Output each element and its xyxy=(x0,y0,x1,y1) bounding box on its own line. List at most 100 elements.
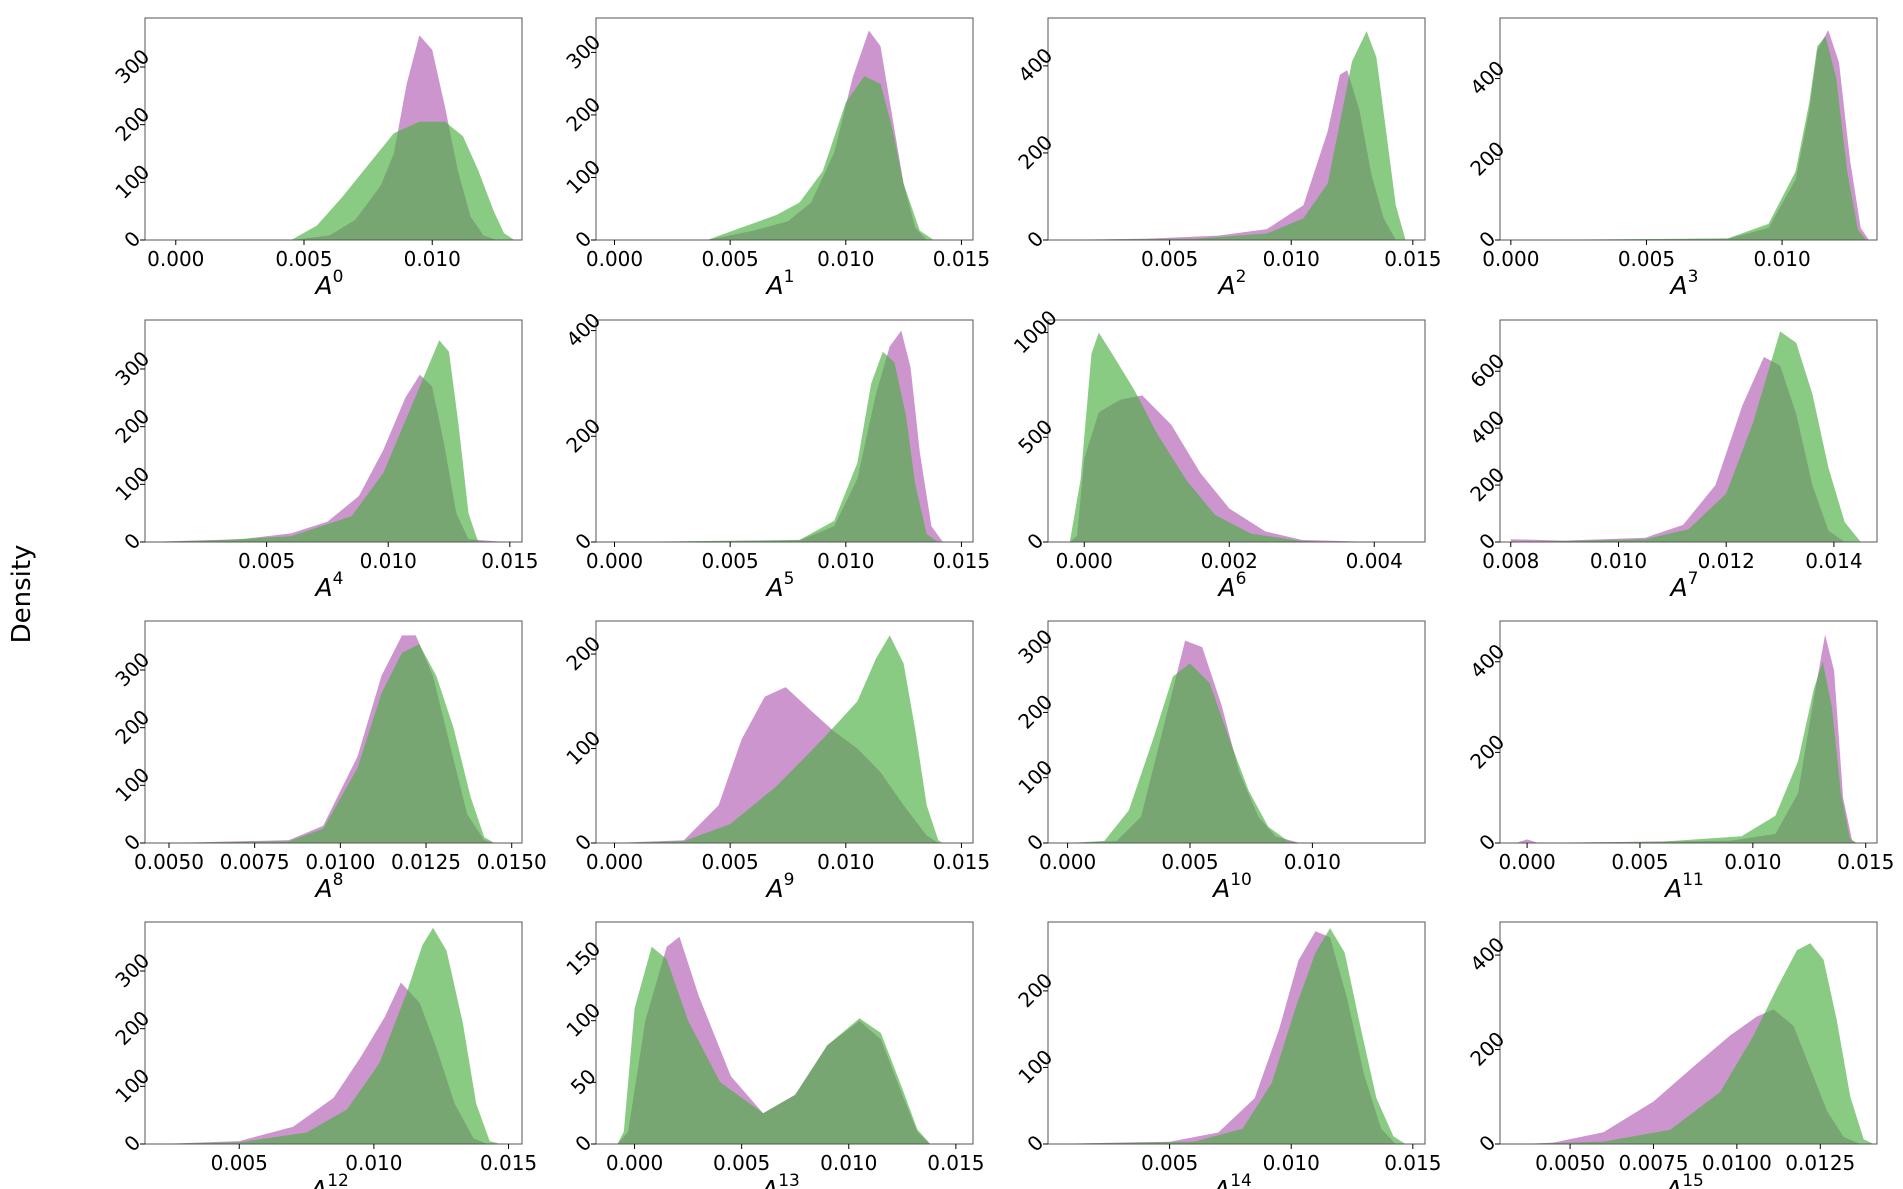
x-axis-label-base: A xyxy=(1663,1175,1682,1189)
plot-area-15 xyxy=(1520,943,1874,1144)
x-tick-label: 0.010 xyxy=(1590,549,1647,573)
y-tick-label: 400 xyxy=(1465,405,1509,449)
y-tick-label: 100 xyxy=(110,1064,154,1108)
x-axis-label-superscript: 4 xyxy=(333,569,344,589)
y-tick-label: 600 xyxy=(1465,349,1509,393)
plot-area-1 xyxy=(614,30,934,240)
x-tick-label: 0.010 xyxy=(817,549,874,573)
density-area-series-2 xyxy=(165,121,515,240)
y-tick-label: 400 xyxy=(561,308,605,352)
x-tick-label: 0.005 xyxy=(702,247,759,271)
x-tick-label: 0.0100 xyxy=(1702,1151,1772,1175)
subplot-14: 0.005 0.010 0.015 0 100 200 A14 xyxy=(1013,921,1441,1189)
x-axis-label-base: A xyxy=(765,271,784,300)
x-axis-label-superscript: 12 xyxy=(327,1171,349,1189)
x-axis-label-base: A xyxy=(1217,573,1236,602)
y-tick-label: 0 xyxy=(570,1130,596,1156)
y-tick-label: 200 xyxy=(1465,730,1509,774)
x-tick-label: 0.015 xyxy=(1384,1151,1441,1175)
density-area-series-2 xyxy=(1520,943,1874,1144)
subplot-15: 0.0050 0.0075 0.0100 0.0125 0 200 400 A15 xyxy=(1465,921,1878,1189)
x-tick-label: 0.010 xyxy=(1263,1151,1320,1175)
plot-area-11 xyxy=(1515,634,1857,843)
y-tick-label: 200 xyxy=(1013,968,1057,1012)
y-tick-label: 100 xyxy=(110,763,154,807)
x-tick-label: 0.005 xyxy=(702,549,759,573)
y-tick-label: 100 xyxy=(561,726,605,770)
x-axis-label-superscript: 3 xyxy=(1688,267,1699,287)
x-axis-label: A13 xyxy=(759,1171,800,1189)
axes-frame xyxy=(595,620,974,844)
x-tick-label: 0.015 xyxy=(1384,247,1441,271)
axes-frame xyxy=(144,921,523,1145)
density-area-series-2 xyxy=(1048,928,1406,1144)
density-area-series-2 xyxy=(1515,661,1857,843)
x-tick-label: 0.015 xyxy=(927,1151,984,1175)
axes-frame xyxy=(1047,620,1426,844)
y-tick-label: 400 xyxy=(1465,56,1509,100)
x-axis-label-base: A xyxy=(314,874,333,903)
plot-area-12 xyxy=(158,927,501,1144)
x-axis-label-base: A xyxy=(1211,874,1230,903)
y-tick-label: 200 xyxy=(561,92,605,136)
x-axis-label: A11 xyxy=(1663,870,1704,903)
x-axis-label: A8 xyxy=(314,870,344,903)
y-tick-label: 400 xyxy=(1013,43,1057,87)
x-tick-label: 0.000 xyxy=(147,247,204,271)
x-tick-label: 0.010 xyxy=(404,247,461,271)
plot-area-3 xyxy=(1502,30,1869,240)
y-tick-label: 100 xyxy=(110,160,154,204)
x-axis-label: A5 xyxy=(765,569,795,602)
axes-frame xyxy=(595,921,974,1145)
x-tick-label: 0.005 xyxy=(702,850,759,874)
plot-area-9 xyxy=(614,635,943,843)
plot-area-2 xyxy=(1048,31,1406,240)
x-tick-label: 0.005 xyxy=(238,549,295,573)
x-axis-label: A15 xyxy=(1663,1171,1704,1189)
y-tick-label: 100 xyxy=(1013,1045,1057,1089)
y-tick-label: 200 xyxy=(561,414,605,458)
x-tick-label: 0.005 xyxy=(211,1151,268,1175)
x-axis-label: A12 xyxy=(308,1171,349,1189)
x-tick-label: 0.000 xyxy=(586,549,643,573)
plot-area-5 xyxy=(614,330,943,542)
y-tick-label: 0 xyxy=(1022,1130,1048,1156)
y-tick-label: 300 xyxy=(110,346,154,390)
axes-frame xyxy=(1499,620,1878,844)
x-tick-label: 0.000 xyxy=(1498,850,1555,874)
axes-frame xyxy=(1499,17,1878,241)
x-axis-label-superscript: 8 xyxy=(333,870,344,890)
x-axis-label-base: A xyxy=(1669,573,1688,602)
x-tick-label: 0.010 xyxy=(1284,850,1341,874)
x-tick-label: 0.010 xyxy=(820,1151,877,1175)
x-tick-label: 0.0050 xyxy=(1535,1151,1605,1175)
x-tick-label: 0.000 xyxy=(586,850,643,874)
x-tick-label: 0.005 xyxy=(713,1151,770,1175)
x-tick-label: 0.012 xyxy=(1698,549,1755,573)
subplot-2: 0.005 0.010 0.015 0 200 400 A2 xyxy=(1013,17,1441,300)
x-axis-label-base: A xyxy=(1669,271,1688,300)
x-axis-label: A4 xyxy=(314,569,344,602)
y-tick-label: 0 xyxy=(1022,226,1048,252)
x-tick-label: 0.015 xyxy=(933,247,990,271)
x-axis-label-superscript: 7 xyxy=(1688,569,1699,589)
y-tick-label: 200 xyxy=(110,404,154,448)
x-tick-label: 0.015 xyxy=(480,1151,537,1175)
x-axis-label: A14 xyxy=(1211,1171,1252,1189)
plot-area-8 xyxy=(169,635,495,843)
subplot-4: 0.005 0.010 0.015 0 100 200 300 A4 xyxy=(110,319,538,602)
shared-y-axis-label: Density xyxy=(7,544,37,644)
x-tick-label: 0.005 xyxy=(1141,1151,1198,1175)
y-tick-label: 200 xyxy=(1465,462,1509,506)
x-axis-label: A10 xyxy=(1211,870,1252,903)
y-tick-label: 0 xyxy=(119,1130,145,1156)
plot-area-10 xyxy=(1067,640,1386,843)
